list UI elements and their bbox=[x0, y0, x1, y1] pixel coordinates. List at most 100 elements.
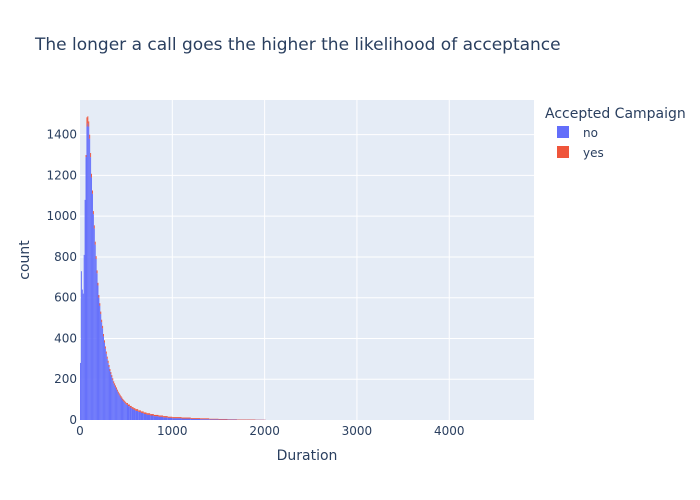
bar-yes bbox=[89, 134, 91, 139]
legend-swatch-yes bbox=[557, 146, 569, 158]
bar-yes bbox=[146, 413, 151, 415]
bar-no bbox=[101, 322, 103, 420]
bar-yes bbox=[92, 211, 94, 215]
legend-title: Accepted Campaign bbox=[545, 106, 686, 122]
x-tick-label: 4000 bbox=[434, 424, 465, 438]
x-tick-label: 1000 bbox=[157, 424, 188, 438]
bar-yes bbox=[107, 360, 109, 363]
bar-no bbox=[107, 362, 109, 420]
bar-no bbox=[125, 403, 127, 420]
bar-yes bbox=[109, 369, 111, 372]
bar-yes bbox=[200, 418, 210, 420]
bar-no bbox=[167, 417, 173, 420]
bar-yes bbox=[94, 241, 96, 245]
y-tick-label: 200 bbox=[54, 372, 77, 386]
bar-yes bbox=[119, 394, 121, 397]
bar-yes bbox=[85, 155, 87, 158]
y-axis-title: count bbox=[17, 240, 33, 280]
bar-no bbox=[99, 305, 101, 420]
legend-label-yes: yes bbox=[583, 146, 604, 160]
bar-yes bbox=[153, 414, 159, 417]
bar-yes bbox=[140, 411, 144, 413]
bar-no bbox=[115, 387, 117, 420]
bar-no bbox=[106, 358, 108, 420]
bar-no bbox=[133, 409, 136, 420]
bar-no bbox=[150, 415, 154, 420]
bar-yes bbox=[86, 117, 88, 127]
bar-yes bbox=[116, 389, 118, 392]
bar-no bbox=[153, 416, 159, 420]
grid-lines bbox=[80, 100, 534, 420]
bar-no bbox=[105, 353, 107, 420]
bar-yes bbox=[218, 418, 228, 420]
bar-no bbox=[102, 328, 104, 420]
bars bbox=[80, 116, 266, 421]
tick-labels: 0 200 400 600 800 1000 1200 1400 0 1000 2000 3000 40… bbox=[46, 128, 464, 438]
bar-no bbox=[200, 419, 210, 420]
legend-item-yes[interactable]: yes bbox=[557, 146, 604, 160]
bar-yes bbox=[118, 393, 120, 396]
y-tick-label: 0 bbox=[69, 413, 77, 427]
bar-yes bbox=[120, 396, 122, 398]
bar-yes bbox=[116, 387, 117, 390]
bar-no bbox=[158, 416, 164, 420]
bar-yes bbox=[172, 417, 182, 419]
bar-no bbox=[123, 401, 125, 420]
bar-no bbox=[93, 228, 95, 420]
bar-yes bbox=[106, 356, 108, 359]
bar-yes bbox=[100, 311, 102, 315]
bar-yes bbox=[115, 385, 117, 388]
bar-no bbox=[97, 285, 99, 420]
bar-no bbox=[85, 157, 87, 420]
bar-no bbox=[111, 377, 113, 420]
bar-no bbox=[94, 244, 96, 420]
y-tick-label: 400 bbox=[54, 331, 77, 345]
bar-no bbox=[96, 273, 98, 420]
bar-yes bbox=[158, 415, 164, 417]
bar-no bbox=[91, 177, 93, 420]
bar-no bbox=[190, 418, 201, 420]
bar-no bbox=[81, 289, 83, 420]
bar-no bbox=[80, 271, 82, 420]
bar-yes bbox=[112, 378, 114, 381]
bar-no bbox=[121, 399, 123, 420]
legend-label-no: no bbox=[583, 126, 598, 140]
bar-yes bbox=[101, 319, 103, 323]
bar-no bbox=[92, 193, 93, 420]
bar-no bbox=[88, 126, 90, 420]
bar-no bbox=[140, 412, 144, 420]
bar-no bbox=[119, 396, 121, 420]
bar-yes bbox=[113, 381, 115, 384]
bar-yes bbox=[110, 372, 112, 375]
bar-yes bbox=[99, 303, 101, 306]
bar-yes bbox=[91, 173, 93, 178]
bar-yes bbox=[104, 340, 105, 343]
bar-no bbox=[138, 411, 141, 420]
x-axis-title: Duration bbox=[277, 448, 338, 464]
x-tick-label: 2000 bbox=[249, 424, 280, 438]
bar-no bbox=[80, 362, 81, 420]
bar-yes bbox=[126, 403, 129, 405]
bar-no bbox=[89, 138, 91, 420]
bar-yes bbox=[133, 408, 136, 410]
legend-item-no[interactable]: no bbox=[557, 126, 598, 140]
bar-yes bbox=[87, 116, 89, 124]
bar-no bbox=[109, 371, 111, 420]
bar-no bbox=[110, 374, 112, 420]
y-tick-label: 1200 bbox=[46, 168, 77, 182]
y-tick-label: 800 bbox=[54, 250, 77, 264]
bar-yes bbox=[123, 400, 125, 402]
bar-no bbox=[118, 395, 120, 420]
bar-yes bbox=[150, 414, 154, 416]
bar-yes bbox=[163, 416, 168, 418]
legend: Accepted Campaign no yes bbox=[545, 106, 686, 160]
bar-no bbox=[143, 413, 147, 420]
bar-no bbox=[104, 348, 106, 420]
bar-yes bbox=[143, 412, 147, 414]
bar-yes bbox=[124, 401, 126, 403]
bar-no bbox=[90, 157, 92, 420]
bar-yes bbox=[129, 405, 132, 408]
bar-yes bbox=[131, 407, 134, 409]
bar-yes bbox=[95, 256, 97, 259]
